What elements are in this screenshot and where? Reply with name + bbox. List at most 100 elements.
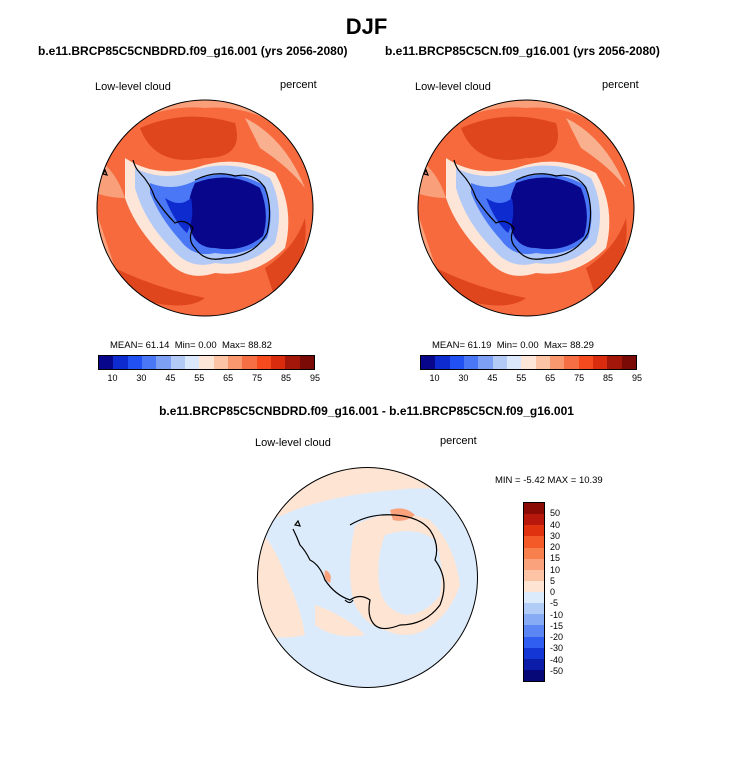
panel-1-stats: MEAN= 61.14 Min= 0.00 Max= 88.82 bbox=[110, 340, 272, 351]
panel-1-units-label: percent bbox=[280, 79, 317, 91]
diff-colorbar-tick-label: -5 bbox=[550, 598, 559, 609]
diff-colorbar-swatch bbox=[524, 536, 544, 548]
panel-1-colorbar-tick-label: 55 bbox=[194, 373, 205, 383]
panel-1-colorbar-tick-label: 10 bbox=[107, 373, 118, 383]
diff-units-label: percent bbox=[440, 435, 477, 447]
panel-1-colorbar-tick-label: 65 bbox=[223, 373, 234, 383]
panel-1-colorbar-swatch bbox=[141, 356, 157, 369]
panel-2-colorbar-tick-label: 85 bbox=[603, 373, 614, 383]
diff-colorbar-tick-label: -15 bbox=[550, 620, 564, 631]
diff-colorbar-tick-label: -50 bbox=[550, 665, 564, 676]
diff-colorbar-tick-label: -30 bbox=[550, 643, 564, 654]
panel-2-cloud-field bbox=[418, 100, 634, 316]
panel-1-colorbar-swatch bbox=[256, 356, 271, 369]
panel-2-colorbar-tick-label: 95 bbox=[631, 373, 643, 383]
panel-2-colorbar bbox=[420, 355, 637, 370]
panel-1-colorbar-swatch bbox=[170, 356, 185, 369]
diff-colorbar-tick-label: 50 bbox=[550, 508, 561, 519]
diff-colorbar-swatch bbox=[524, 647, 544, 659]
panel-1-colorbar-ticks: 10 30 45 55 65 75 85 95 bbox=[98, 373, 320, 385]
panel-2-colorbar-swatch bbox=[549, 356, 565, 369]
panel-2-map-border bbox=[417, 99, 635, 317]
diff-colorbar-swatch bbox=[524, 658, 544, 670]
panel-2-colorbar-tick-label: 75 bbox=[574, 373, 585, 383]
panel-2-coastline bbox=[423, 159, 592, 260]
panel-1-colorbar-swatch bbox=[299, 356, 314, 369]
panel-1-colorbar-tick-label: 30 bbox=[136, 373, 147, 383]
panel-2-case-title: b.e11.BRCP85C5CN.f09_g16.001 (yrs 2056-2… bbox=[385, 44, 660, 58]
panel-2-polar-map bbox=[417, 99, 635, 317]
diff-colorbar-tick-label: -10 bbox=[550, 609, 564, 620]
panel-2-colorbar-swatch bbox=[535, 356, 550, 369]
panel-2-colorbar-swatch bbox=[578, 356, 593, 369]
diff-colorbar-swatch bbox=[524, 558, 544, 570]
diff-colorbar-tick-label: 30 bbox=[550, 530, 561, 541]
diff-colorbar-tick-label: 5 bbox=[550, 575, 556, 586]
panel-1-colorbar-swatch bbox=[227, 356, 243, 369]
panel-1-colorbar-swatch bbox=[270, 356, 286, 369]
panel-2-colorbar-tick-label: 55 bbox=[516, 373, 527, 383]
diff-colorbar-swatch bbox=[524, 603, 544, 615]
panel-2-colorbar-tick-label: 10 bbox=[429, 373, 440, 383]
diff-colorbar-swatch bbox=[524, 569, 544, 581]
diff-colorbar-swatch bbox=[524, 625, 544, 637]
diff-colorbar-tick-label: 10 bbox=[550, 564, 561, 575]
panel-2-colorbar-tick-label: 65 bbox=[545, 373, 556, 383]
panel-1-variable-label: Low-level cloud bbox=[95, 81, 171, 93]
diff-colorbar-swatch bbox=[524, 614, 544, 626]
panel-1-map-border bbox=[96, 99, 314, 317]
figure-title: DJF bbox=[345, 14, 388, 39]
panel-1-colorbar-swatch bbox=[213, 356, 228, 369]
diff-colorbar-ticks: 50 40 30 20 15 10 5 0 -5 -10 -15 -20 -30 -40 -50 bbox=[550, 502, 580, 680]
diff-stats: MIN = -5.42 MAX = 10.39 bbox=[495, 475, 603, 486]
diff-colorbar-swatch bbox=[524, 669, 544, 681]
diff-colorbar bbox=[523, 502, 545, 682]
diff-polar-map bbox=[257, 467, 478, 688]
panel-1-polar-map bbox=[96, 99, 314, 317]
panel-1-colorbar-swatch bbox=[199, 356, 214, 369]
panel-2-colorbar-swatch bbox=[521, 356, 536, 369]
diff-title: b.e11.BRCP85C5CNBDRD.f09_g16.001 - b.e11… bbox=[159, 404, 574, 418]
panel-2-units-label: percent bbox=[602, 79, 639, 91]
panel-2-variable-label: Low-level cloud bbox=[415, 81, 491, 93]
diff-colorbar-tick-label: -40 bbox=[550, 654, 564, 665]
panel-1-colorbar-tick-label: 85 bbox=[281, 373, 292, 383]
diff-cloud-field bbox=[257, 467, 478, 688]
diff-variable-label: Low-level cloud bbox=[255, 437, 331, 449]
diff-colorbar-tick-label: 15 bbox=[550, 553, 561, 564]
diff-colorbar-swatch bbox=[524, 592, 544, 604]
panel-2-colorbar-swatch bbox=[592, 356, 608, 369]
panel-1-colorbar-swatch bbox=[113, 356, 128, 369]
panel-1-colorbar-swatch bbox=[285, 356, 300, 369]
panel-2-colorbar-swatch bbox=[564, 356, 579, 369]
panel-1-colorbar-swatch bbox=[156, 356, 171, 369]
diff-colorbar-swatch bbox=[524, 514, 544, 526]
panel-2-colorbar-swatch bbox=[621, 356, 636, 369]
panel-1-colorbar-swatch bbox=[184, 356, 200, 369]
panel-2-colorbar-swatch bbox=[435, 356, 450, 369]
panel-1-colorbar-tick-label: 95 bbox=[309, 373, 321, 383]
diff-colorbar-swatch bbox=[524, 636, 544, 648]
panel-1-case-title: b.e11.BRCP85C5CNBDRD.f09_g16.001 (yrs 20… bbox=[38, 44, 348, 58]
diff-colorbar-swatch bbox=[524, 580, 544, 592]
panel-1-coastline bbox=[102, 159, 271, 260]
panel-2-colorbar-swatch bbox=[463, 356, 479, 369]
diff-colorbar-tick-label: 20 bbox=[550, 542, 561, 552]
panel-1-colorbar-swatch bbox=[127, 356, 142, 369]
panel-2-stats: MEAN= 61.19 Min= 0.00 Max= 88.29 bbox=[432, 340, 594, 351]
panel-2-colorbar-swatch bbox=[478, 356, 493, 369]
panel-2-colorbar-swatch bbox=[492, 356, 507, 369]
panel-2-colorbar-swatch bbox=[449, 356, 464, 369]
panel-2-colorbar-swatch bbox=[506, 356, 522, 369]
diff-colorbar-tick-label: -20 bbox=[550, 632, 564, 642]
panel-2-colorbar-tick-label: 30 bbox=[458, 373, 469, 383]
diff-colorbar-swatch bbox=[524, 525, 544, 537]
panel-1-colorbar-tick-label: 75 bbox=[252, 373, 263, 383]
panel-1-colorbar bbox=[98, 355, 315, 370]
diff-colorbar-swatch bbox=[524, 503, 544, 515]
diff-colorbar-tick-label: 0 bbox=[550, 587, 556, 597]
panel-1-colorbar-tick-label: 45 bbox=[165, 373, 176, 383]
panel-2-colorbar-ticks: 10 30 45 55 65 75 85 95 bbox=[420, 373, 642, 385]
panel-2-colorbar-swatch bbox=[607, 356, 622, 369]
panel-2-colorbar-swatch bbox=[421, 356, 436, 369]
